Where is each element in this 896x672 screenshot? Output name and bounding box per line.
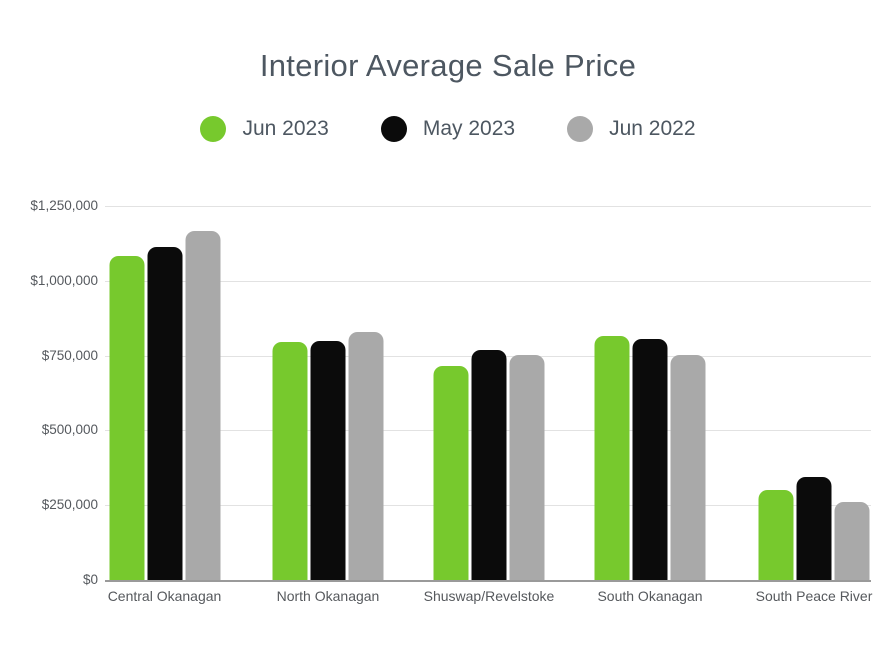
bar <box>834 501 870 580</box>
bar <box>310 340 346 580</box>
legend-label: Jun 2022 <box>609 117 696 140</box>
plot-region: Central Okanagan North Okanagan Shuswap/Re… <box>105 206 872 604</box>
legend-item-jun-2023: Jun 2023 <box>200 116 329 142</box>
bar <box>670 355 706 580</box>
bar-group-shuswap-revelstoke <box>433 206 545 580</box>
bar <box>758 490 794 580</box>
legend-item-may-2023: May 2023 <box>380 116 516 142</box>
legend-swatch-icon <box>380 116 407 142</box>
x-axis-category-label: South Okanagan <box>597 588 703 604</box>
x-axis-category-label: Shuswap/Revelstoke <box>423 588 555 604</box>
plot-area: Central Okanagan North Okanagan Shuswap/Re… <box>0 198 896 604</box>
y-axis-tick-label: $1,000,000 <box>30 272 98 288</box>
y-axis-tick-label: $750,000 <box>41 347 98 363</box>
bar-group-south-okanagan <box>594 206 706 580</box>
chart-legend: Jun 2023 May 2023 Jun 2022 <box>0 112 896 146</box>
bar-group-central-okanagan <box>109 206 221 580</box>
bar <box>109 256 145 580</box>
chart-title: Interior Average Sale Price <box>259 48 637 83</box>
legend-swatch-icon <box>567 116 594 142</box>
bar-group-south-peace-river <box>758 206 870 580</box>
legend-swatch-icon <box>200 116 227 142</box>
bar <box>433 365 469 580</box>
legend-label: May 2023 <box>422 117 516 140</box>
y-axis-tick-label: $1,250,000 <box>30 198 98 213</box>
y-axis-tick-label: $500,000 <box>41 422 98 438</box>
gridline <box>105 280 871 282</box>
bar <box>348 331 384 580</box>
gridline <box>105 206 871 207</box>
bar <box>185 230 221 580</box>
bar <box>509 355 545 580</box>
bar <box>632 338 668 580</box>
legend-item-jun-2022: Jun 2022 <box>567 116 696 142</box>
bar <box>471 349 507 580</box>
bar <box>272 342 308 580</box>
bar-group-north-okanagan <box>272 206 384 580</box>
legend-label: Jun 2023 <box>242 117 329 140</box>
bar <box>147 247 183 580</box>
y-axis-tick-label: $0 <box>82 572 98 587</box>
x-axis-category-label: South Peace River <box>755 588 873 604</box>
bar <box>594 335 630 580</box>
x-axis-category-label: Central Okanagan <box>107 588 222 604</box>
x-axis-category-label: North Okanagan <box>276 588 380 604</box>
y-axis-tick-label: $250,000 <box>41 497 98 513</box>
bar <box>796 477 832 580</box>
